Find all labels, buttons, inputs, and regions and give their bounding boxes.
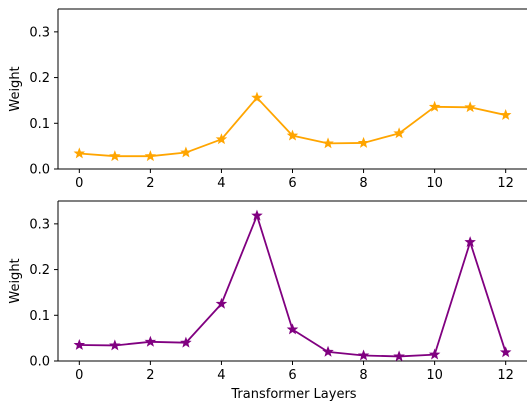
x-tick-label: 8: [359, 176, 367, 191]
y-axis-label: Weight: [8, 258, 23, 303]
data-point-star: [180, 336, 192, 348]
y-tick-label: 0.2: [29, 263, 50, 278]
series-line: [79, 214, 507, 358]
data-point-star: [73, 147, 86, 159]
chart-panel-1: 0 2 4 6 8 10 12 0.0 0.1 0.2 0.3 Weight: [8, 8, 527, 191]
x-tick-label: 0: [75, 176, 83, 191]
y-tick-label: 0.3: [29, 217, 50, 232]
x-axis-label: Transformer Layers: [230, 387, 356, 402]
data-point-star: [251, 91, 263, 103]
data-point-star: [180, 146, 192, 158]
y-tick-label: 0.1: [29, 117, 50, 132]
x-tick-label: 10: [426, 368, 443, 383]
data-point-star: [286, 129, 299, 141]
y-axis-label: Weight: [8, 66, 23, 111]
data-point-star: [393, 350, 405, 362]
y-tick-label: 0.0: [29, 355, 50, 370]
y-tick-label: 0.3: [29, 25, 50, 40]
series-line: [79, 96, 506, 158]
x-tick-label: 4: [217, 368, 225, 383]
x-tick-label: 10: [426, 176, 443, 191]
x-tick-label: 4: [217, 176, 225, 191]
x-tick-label: 2: [146, 368, 154, 383]
x-tick-label: 6: [288, 368, 296, 383]
data-point-star: [464, 101, 476, 113]
x-tick-label: 0: [75, 368, 83, 383]
y-tick-label: 0.2: [29, 71, 50, 86]
x-tick-label: 6: [288, 176, 296, 191]
data-point-star: [428, 100, 441, 112]
x-tick-label: 8: [359, 368, 367, 383]
data-point-star: [109, 150, 121, 162]
data-point-star: [73, 338, 86, 350]
data-point-star: [357, 349, 370, 361]
data-point-star: [144, 150, 157, 162]
chart-panel-2: 0 2 4 6 8 10 12 0.0 0.1 0.2 0.3 Weight Transformer L…: [8, 200, 527, 402]
x-tick-label: 12: [497, 368, 514, 383]
data-point-star: [109, 339, 121, 351]
data-point-star: [215, 297, 228, 309]
x-tick-label: 2: [146, 176, 154, 191]
data-point-star: [499, 346, 512, 358]
data-point-star: [286, 323, 299, 335]
y-tick-label: 0.0: [29, 163, 50, 178]
data-point-star: [393, 127, 405, 139]
y-tick-label: 0.1: [29, 309, 50, 324]
data-point-star: [464, 236, 476, 248]
x-tick-label: 12: [497, 176, 514, 191]
data-point-star: [357, 136, 370, 148]
data-point-star: [144, 335, 157, 347]
data-point-star: [251, 209, 263, 221]
data-point-star: [428, 348, 441, 360]
data-point-star: [215, 133, 228, 145]
data-point-star: [499, 109, 512, 120]
data-point-star: [322, 137, 334, 149]
data-point-star: [322, 345, 334, 357]
